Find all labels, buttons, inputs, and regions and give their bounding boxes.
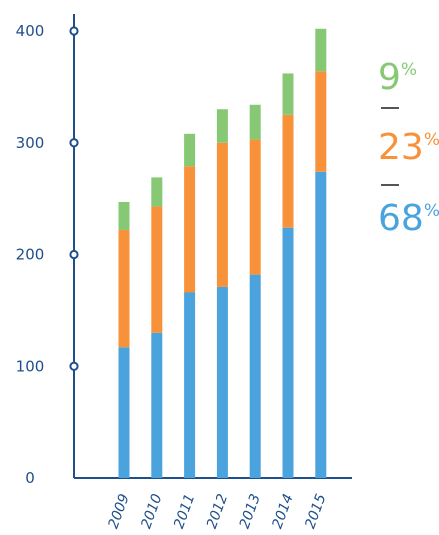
y-tick-label: 300 <box>16 134 45 152</box>
bar-segment-2013-2 <box>249 104 261 140</box>
chart-bars <box>118 28 327 478</box>
x-axis-ticks: 2009 2010 2011 2012 2013 2014 2015 <box>106 492 330 531</box>
legend-divider-1 <box>381 107 399 109</box>
bar-segment-2015-2 <box>315 28 327 72</box>
bar-segment-2015-1 <box>315 71 327 172</box>
y-tick-marker <box>69 361 79 371</box>
legend-item-orange: 23% <box>378 130 439 166</box>
bar-segment-2014-2 <box>282 73 294 115</box>
bar-segment-2011-0 <box>184 292 196 478</box>
y-tick-label: 100 <box>16 357 45 375</box>
bar-segment-2014-0 <box>282 227 294 478</box>
bar-segment-2010-0 <box>151 332 163 478</box>
y-tick-label: 200 <box>16 246 45 264</box>
bar-segment-2012-0 <box>216 286 228 478</box>
x-tick-label: 2010 <box>138 492 165 531</box>
legend-orange-value: 23 <box>378 127 424 168</box>
legend-item-green: 9% <box>378 60 417 96</box>
bar-segment-2012-1 <box>216 142 228 287</box>
bar-segment-2013-1 <box>249 139 261 275</box>
chart-axes <box>73 14 352 479</box>
bar-segment-2012-2 <box>216 109 228 143</box>
bar-segment-2009-1 <box>118 229 130 348</box>
bar-segment-2011-2 <box>184 133 196 167</box>
x-tick-label: 2015 <box>302 492 329 531</box>
y-tick-marker <box>69 249 79 260</box>
bar-segment-2010-2 <box>151 177 163 207</box>
x-tick-label: 2009 <box>106 492 133 531</box>
y-tick-marker <box>69 138 79 148</box>
y-tick-marker <box>69 26 79 36</box>
legend-green-unit: % <box>400 60 418 80</box>
x-tick-label: 2014 <box>270 492 297 531</box>
x-tick-label: 2012 <box>204 492 231 531</box>
legend-item-blue: 68% <box>378 201 439 237</box>
legend-divider-2 <box>381 184 399 186</box>
bar-segment-2011-1 <box>184 166 196 293</box>
legend-orange-unit: % <box>423 130 439 150</box>
bar-segment-2009-0 <box>118 347 130 478</box>
legend-blue-unit: % <box>423 201 439 221</box>
bar-segment-2010-1 <box>151 206 163 333</box>
bar-segment-2014-1 <box>282 114 294 228</box>
legend-green-value: 9 <box>378 57 401 98</box>
y-tick-label: 0 <box>25 469 35 487</box>
bar-segment-2013-0 <box>249 274 261 478</box>
legend-blue-value: 68 <box>378 198 424 239</box>
bar-segment-2015-0 <box>315 171 327 478</box>
y-tick-label: 400 <box>16 22 45 40</box>
y-axis-ticks: 0 100 200 300 400 <box>16 22 79 487</box>
x-tick-label: 2011 <box>171 492 198 531</box>
x-tick-label: 2013 <box>237 492 264 531</box>
bar-segment-2009-2 <box>118 201 130 230</box>
